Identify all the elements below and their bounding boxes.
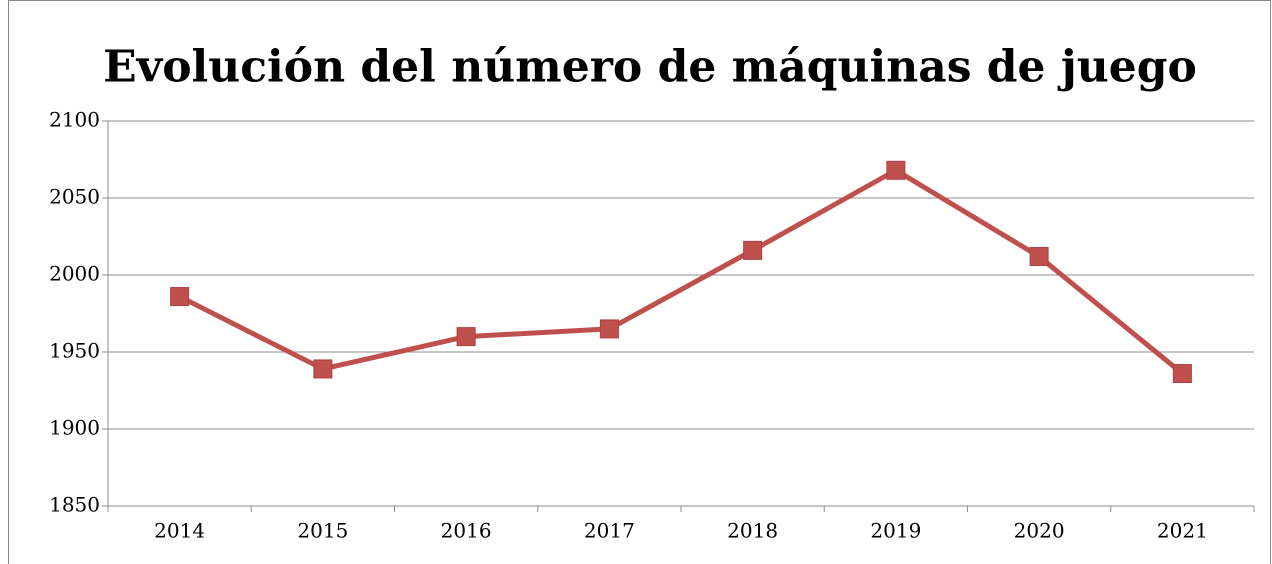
y-tick-label: 2050 — [49, 185, 100, 209]
data-point — [313, 359, 333, 379]
chart-title: Evolución del número de máquinas de jueg… — [103, 42, 1197, 93]
data-point — [743, 240, 763, 260]
data-point — [886, 160, 906, 180]
y-tick-label: 2000 — [49, 262, 100, 286]
x-tick-label: 2016 — [441, 519, 492, 543]
x-tick-label: 2019 — [870, 519, 921, 543]
x-tick-label: 2020 — [1014, 519, 1065, 543]
y-tick-label: 1950 — [49, 339, 100, 363]
data-point — [1029, 247, 1049, 267]
data-point — [456, 327, 476, 347]
x-tick-label: 2018 — [727, 519, 778, 543]
x-tick-label: 2015 — [297, 519, 348, 543]
data-point — [170, 287, 190, 307]
x-tick-label: 2014 — [154, 519, 205, 543]
x-tick-label: 2021 — [1157, 519, 1208, 543]
data-point — [599, 319, 619, 339]
y-tick-label: 1850 — [49, 493, 100, 517]
x-tick-label: 2017 — [584, 519, 635, 543]
y-tick-label: 2100 — [49, 108, 100, 132]
data-point — [1172, 364, 1192, 384]
y-tick-label: 1900 — [49, 416, 100, 440]
series-line — [178, 167, 1184, 376]
chart-frame — [8, 0, 1271, 564]
